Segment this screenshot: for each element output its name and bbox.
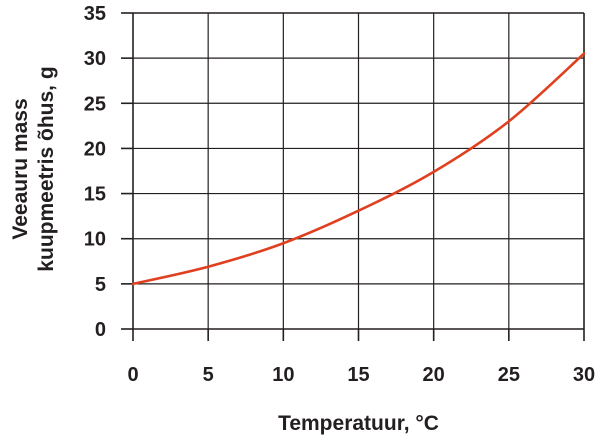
y-tick-label: 20 xyxy=(84,138,106,160)
y-tick-label: 35 xyxy=(84,3,106,25)
y-tick-label: 25 xyxy=(84,93,106,115)
y-axis-title: Veeauru mass kuupmeetris õhus, g xyxy=(9,66,58,271)
x-axis-title: Temperatuur, °C xyxy=(278,412,439,435)
x-axis-ticks: 0 5 10 15 20 25 30 xyxy=(127,329,595,386)
x-tick-label: 10 xyxy=(272,364,294,386)
y-tick-label: 5 xyxy=(95,274,106,296)
x-tick-label: 25 xyxy=(498,364,520,386)
x-tick-label: 15 xyxy=(347,364,369,386)
y-tick-label: 0 xyxy=(95,319,106,341)
x-tick-label: 30 xyxy=(573,364,595,386)
x-tick-label: 5 xyxy=(203,364,214,386)
y-axis-title-line: Veeauru mass xyxy=(9,98,32,239)
x-tick-label: 20 xyxy=(423,364,445,386)
y-axis-ticks: 0 5 10 15 20 25 30 35 xyxy=(84,3,133,341)
series-layer xyxy=(131,52,586,286)
y-tick-label: 15 xyxy=(84,184,106,206)
grid xyxy=(133,13,584,329)
series-line xyxy=(131,52,586,286)
x-tick-label: 0 xyxy=(127,364,138,386)
y-axis-title-line: kuupmeetris õhus, g xyxy=(35,66,58,271)
y-tick-label: 10 xyxy=(84,229,106,251)
y-tick-label: 30 xyxy=(84,48,106,70)
